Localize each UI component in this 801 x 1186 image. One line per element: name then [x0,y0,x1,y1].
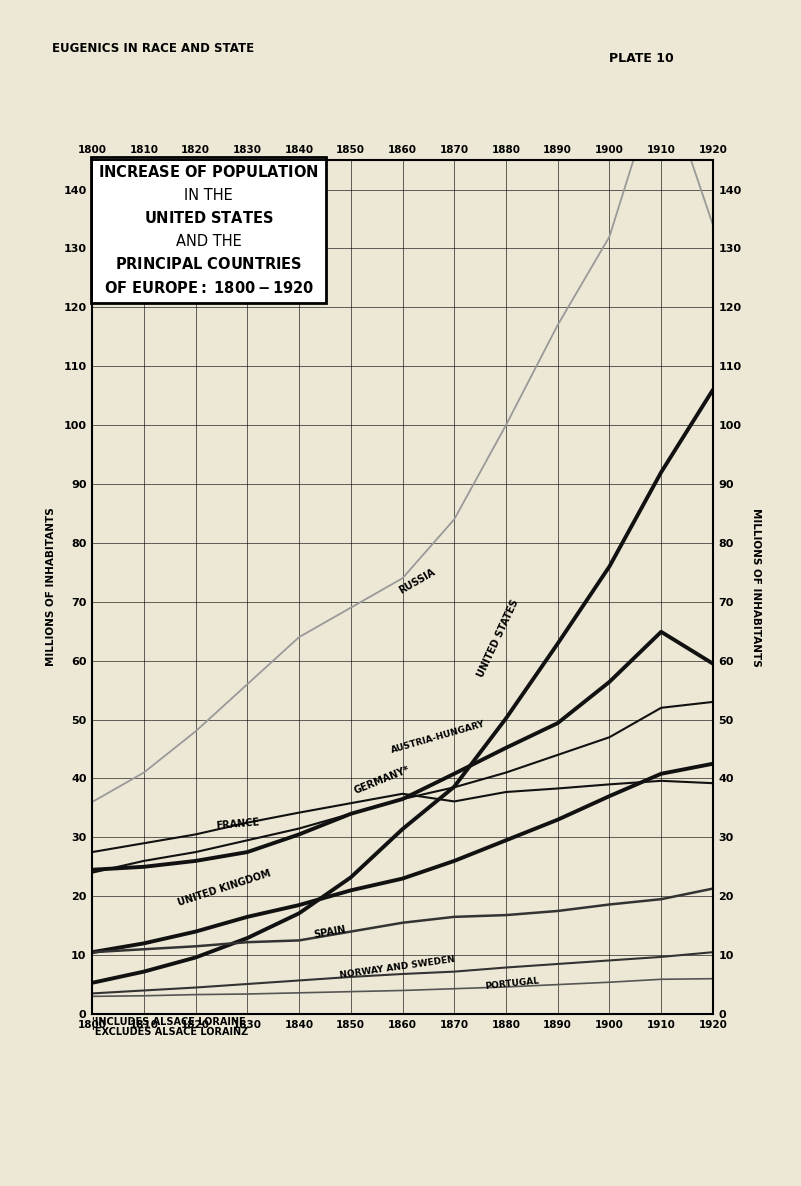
Text: $\mathbf{INCREASE\ OF\ POPULATION}$
IN THE
$\mathbf{UNITED\ STATES}$
AND THE
$\m: $\mathbf{INCREASE\ OF\ POPULATION}$ IN T… [99,165,319,296]
Text: UNITED STATES: UNITED STATES [477,598,521,678]
Text: NORWAY AND SWEDEN: NORWAY AND SWEDEN [339,955,456,980]
Text: 'INCLUDES ALSACE LORAINE: 'INCLUDES ALSACE LORAINE [92,1016,246,1027]
Text: PLATE 10: PLATE 10 [609,52,674,65]
Text: EUGENICS IN RACE AND STATE: EUGENICS IN RACE AND STATE [52,43,254,56]
Text: AUSTRIA-HUNGARY: AUSTRIA-HUNGARY [389,720,486,755]
Text: UNITED KINGDOM: UNITED KINGDOM [177,868,272,908]
Text: GERMANY*: GERMANY* [352,765,411,796]
Text: RUSSIA: RUSSIA [397,567,437,595]
Y-axis label: MILLIONS OF INHABITANTS: MILLIONS OF INHABITANTS [46,508,56,667]
Y-axis label: MILLIONS OF INHABITANTS: MILLIONS OF INHABITANTS [751,508,761,667]
Text: PORTUGAL: PORTUGAL [485,976,540,991]
Text: SPAIN: SPAIN [313,925,347,940]
Text: FRANCE: FRANCE [215,817,260,831]
Text: 'EXCLUDES ALSACE LORAINZ: 'EXCLUDES ALSACE LORAINZ [92,1027,248,1038]
